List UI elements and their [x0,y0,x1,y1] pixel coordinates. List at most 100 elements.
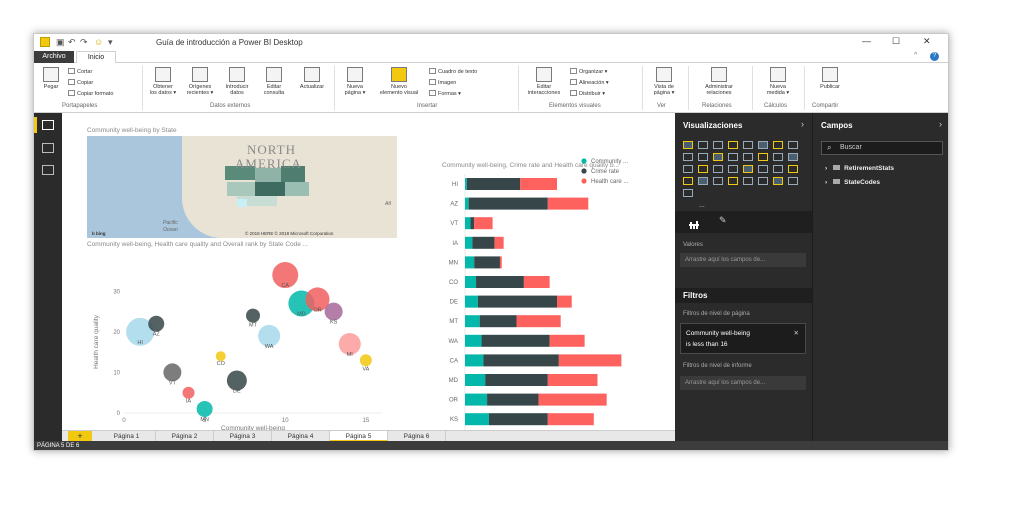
visual-type-icon[interactable] [743,153,753,161]
legend-entry[interactable]: Crime rate [591,169,620,175]
obtener-datos-button[interactable]: Obtener los datos ▾ [146,67,180,96]
visual-type-icon[interactable] [758,165,768,173]
bar-ia-series-2[interactable] [494,236,504,249]
scatter-point-mn[interactable] [196,400,213,417]
visual-type-icon[interactable] [773,177,783,185]
visual-type-icon[interactable] [683,141,693,149]
bar-mn-series-2[interactable] [499,256,502,269]
bar-co-series-2[interactable] [523,276,550,288]
nueva-medida-button[interactable]: Nueva medida ▾ [758,67,798,96]
remove-filter-icon[interactable]: ✕ [793,330,799,337]
visual-type-icon[interactable] [728,141,738,149]
scatter-point-de[interactable] [226,370,247,391]
distribuir-button[interactable]: Distribuir ▾ [570,90,605,97]
close-button[interactable]: ✕ [923,36,931,46]
nueva-pagina-button[interactable]: Nueva página ▾ [338,67,372,96]
alineacion-button[interactable]: Alineación ▾ [570,79,609,86]
pegar-button[interactable]: Pegar [38,67,64,90]
visual-type-icon[interactable] [743,177,753,185]
bar-vt-series-0[interactable] [465,217,471,230]
save-icon[interactable]: ▣ [56,37,65,47]
visual-type-icon[interactable] [713,165,723,173]
visual-type-icon[interactable] [698,141,708,149]
fields-search-input[interactable]: ⌕ Buscar [821,141,943,155]
bar-ca-series-0[interactable] [465,354,484,367]
valores-drop-zone[interactable]: Arrastre aquí los campos de... [680,253,806,267]
bar-or-series-2[interactable] [538,393,607,406]
scatter-point-mi[interactable] [338,333,361,356]
collapse-ribbon-icon[interactable]: ^ [914,52,918,59]
informe-drop-zone[interactable]: Arrastre aquí los campos de... [680,376,806,390]
maximize-button[interactable]: ☐ [892,36,901,46]
visual-type-icon[interactable] [713,177,723,185]
legend-entry[interactable]: Community ... [591,159,628,165]
visual-type-icon[interactable] [698,153,708,161]
visual-type-icon[interactable] [773,165,783,173]
page-tab-6[interactable]: Página 6 [388,431,446,442]
bar-or-series-1[interactable] [487,393,539,406]
bar-ia-series-0[interactable] [465,236,473,249]
scatter-point-vt[interactable] [163,363,182,382]
more-visuals-button[interactable]: ... [699,202,705,209]
nuevo-elemento-visual-button[interactable]: Nuevo elemento visual [374,67,424,96]
visual-type-icon[interactable] [788,141,798,149]
visual-type-icon[interactable] [728,177,738,185]
bar-hi-series-2[interactable] [520,178,557,190]
bar-vt-series-1[interactable] [470,217,475,230]
bar-mt-series-2[interactable] [516,315,561,328]
bar-ca-series-1[interactable] [483,354,559,367]
bar-co-series-1[interactable] [476,276,524,288]
publicar-button[interactable]: Publicar [810,67,850,90]
report-view-icon[interactable] [42,120,54,130]
origenes-recientes-button[interactable]: Orígenes recientes ▾ [183,67,217,96]
visual-type-icon[interactable] [788,165,798,173]
bar-mn-series-1[interactable] [474,256,500,269]
visual-type-icon[interactable] [728,153,738,161]
vista-pagina-button[interactable]: Vista de página ▾ [646,67,682,96]
smiley-feedback-icon[interactable]: ☺ [94,37,104,47]
bar-ks-series-2[interactable] [547,413,594,426]
format-paintbrush-icon[interactable]: ✎ [719,215,727,225]
scatter-point-co[interactable] [215,351,226,362]
bar-az-series-0[interactable] [465,197,469,210]
bar-md-series-0[interactable] [465,374,486,386]
bar-chart[interactable]: HIAZVTIAMNCODEMTWACAMDORKSMIVA050Communi… [402,133,675,430]
fields-tab-icon[interactable] [689,216,699,229]
visual-type-icon[interactable] [698,177,708,185]
scatter-point-va[interactable] [359,354,372,367]
data-view-icon[interactable] [42,143,54,153]
bar-wa-series-1[interactable] [481,334,550,347]
tab-archivo[interactable]: Archivo [34,51,74,63]
bar-mn-series-0[interactable] [465,256,475,269]
bar-hi-series-0[interactable] [465,178,467,190]
page-filter-card[interactable]: Community well-being is less than 16 ✕ [680,323,806,354]
bar-ks-series-1[interactable] [488,413,548,426]
visual-type-icon[interactable] [683,189,693,197]
actualizar-button[interactable]: Actualizar [294,67,330,90]
bar-de-series-2[interactable] [557,295,572,308]
visual-type-icon[interactable] [743,165,753,173]
page-tab-3[interactable]: Página 3 [214,431,272,442]
scatter-point-wa[interactable] [258,324,281,347]
bar-wa-series-2[interactable] [549,334,585,347]
visual-type-icon[interactable] [743,141,753,149]
editar-consulta-button[interactable]: Editar consulta [257,67,291,96]
map-visual[interactable]: NORTH AMERICA Pacific Ocean Atl b bing ©… [87,136,397,238]
introducir-datos-button[interactable]: Introducir datos [220,67,254,96]
cortar-button[interactable]: Cortar [68,68,92,75]
cuadro-texto-button[interactable]: Cuadro de texto [429,68,477,75]
visual-type-icon[interactable] [788,177,798,185]
visual-type-icon[interactable] [758,177,768,185]
tab-inicio[interactable]: Inicio [76,51,116,63]
bar-md-series-1[interactable] [485,374,548,386]
bar-az-series-2[interactable] [547,197,589,210]
collapse-visualizations-icon[interactable]: › [801,119,804,129]
scatter-point-or[interactable] [305,287,330,312]
minimize-button[interactable]: — [862,36,871,46]
editar-interacciones-button[interactable]: Editar interacciones [522,67,566,96]
administrar-relaciones-button[interactable]: Administrar relaciones [694,67,744,96]
redo-icon[interactable]: ↷ [80,37,88,47]
bar-md-series-2[interactable] [547,374,598,386]
visual-type-icon[interactable] [683,165,693,173]
bar-mt-series-1[interactable] [479,315,517,328]
